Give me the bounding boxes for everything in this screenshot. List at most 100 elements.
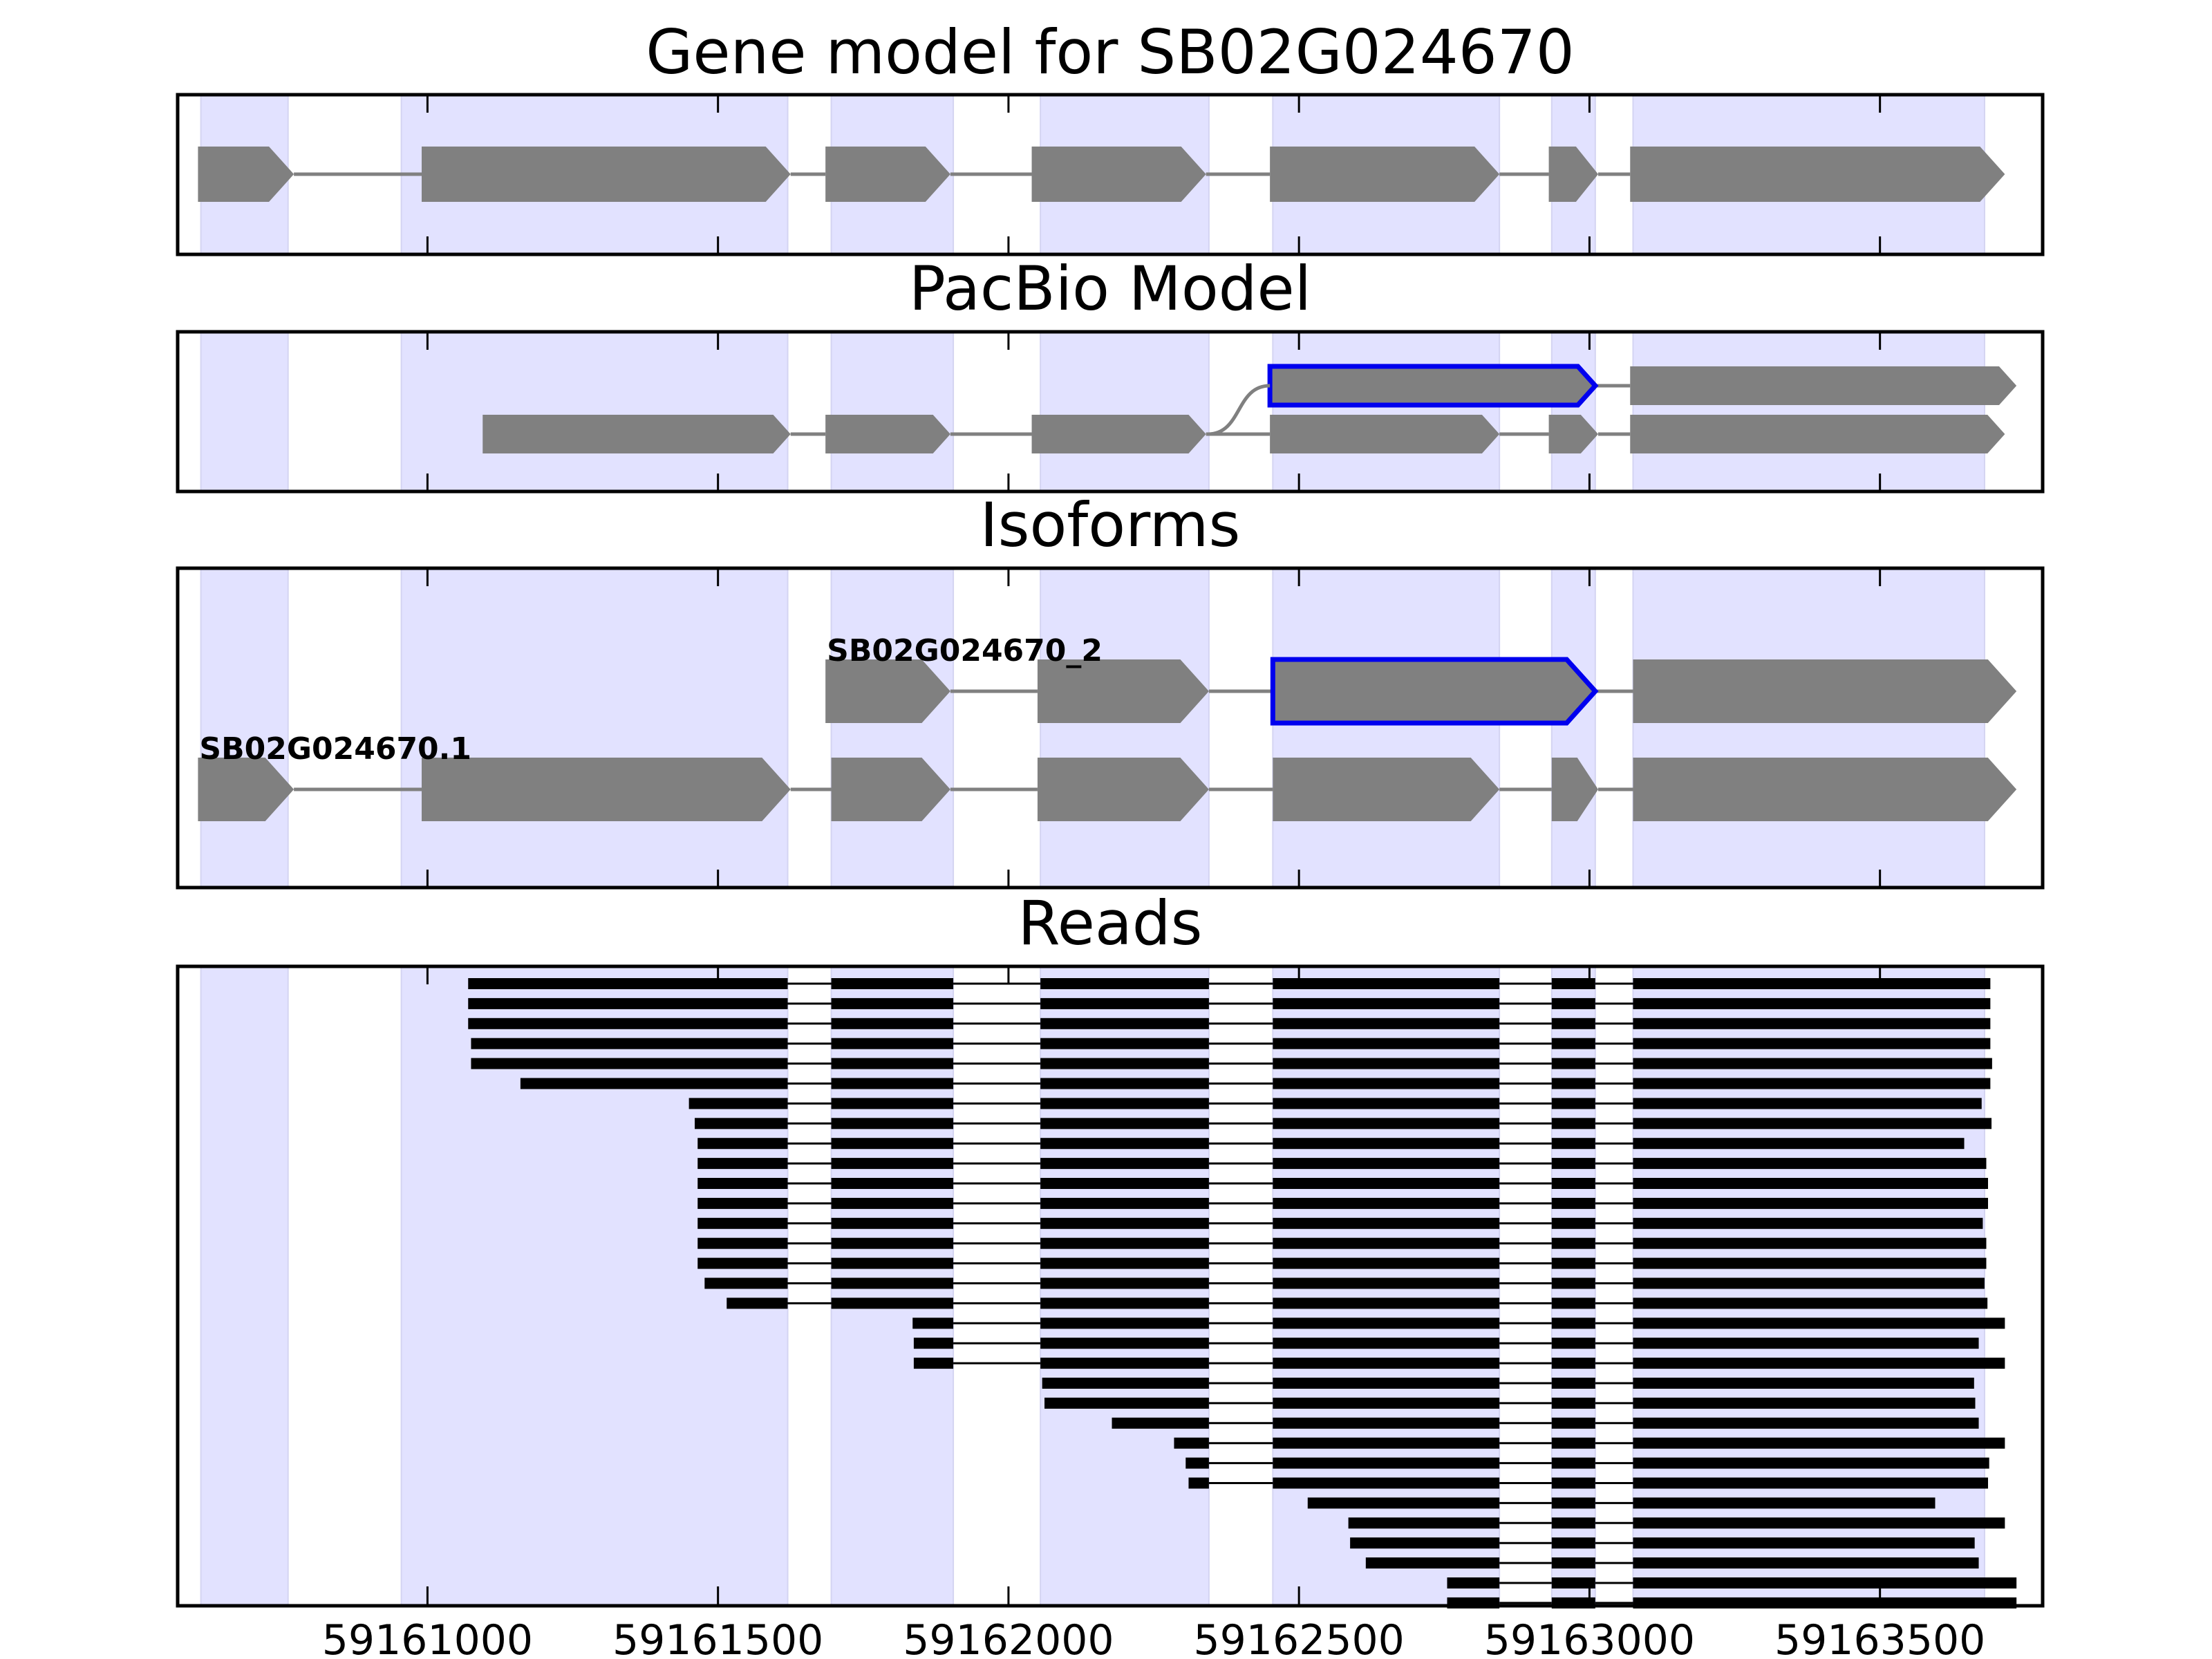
exon-region <box>200 331 289 492</box>
read <box>913 1338 1979 1349</box>
x-tick-label: 59161500 <box>612 1616 823 1659</box>
read-block <box>1273 1318 1500 1329</box>
exon-region <box>830 568 955 888</box>
read <box>697 1158 1987 1170</box>
exon <box>198 147 294 202</box>
read-block <box>1633 1257 1987 1269</box>
read-block <box>1273 1078 1500 1089</box>
read-block <box>1633 1197 1988 1209</box>
read-block <box>1273 1457 1500 1469</box>
read-block <box>1633 1217 1983 1229</box>
read-block <box>1633 1038 1991 1049</box>
read-block <box>831 1078 954 1089</box>
exon <box>422 758 791 821</box>
pacbio-model-panel: PacBio Model <box>176 253 2045 494</box>
read-block <box>1551 1018 1595 1029</box>
read-block <box>1273 1277 1500 1289</box>
read-block <box>1273 997 1500 1009</box>
read-block <box>1551 1557 1595 1569</box>
read-block <box>831 1178 954 1189</box>
read <box>695 1118 1992 1130</box>
highlighted-exon <box>1267 364 1599 408</box>
read-block <box>1188 1477 1209 1489</box>
read-block <box>1040 1018 1209 1029</box>
exon <box>1633 758 2017 821</box>
read-block <box>831 1237 954 1249</box>
read-block <box>697 1237 788 1249</box>
read-block <box>1040 1257 1209 1269</box>
reads-frame <box>176 964 2045 1608</box>
read-block <box>1551 1437 1595 1449</box>
read <box>1447 1577 2017 1588</box>
read-block <box>831 1277 954 1289</box>
read <box>1365 1557 1979 1569</box>
read-block <box>1040 1098 1209 1109</box>
read-block <box>1633 1297 1988 1309</box>
read-block <box>1273 1217 1500 1229</box>
read-block <box>1551 1217 1595 1229</box>
read-block <box>1633 1417 1979 1429</box>
read-block <box>1551 1098 1595 1109</box>
read-block <box>1633 1437 2005 1449</box>
read-block <box>1551 1537 1595 1549</box>
read-block <box>688 1098 788 1109</box>
exon-region <box>1040 568 1210 888</box>
read-block <box>831 1098 954 1109</box>
pacbio-model-title: PacBio Model <box>909 253 1311 324</box>
read-block <box>1040 1058 1209 1069</box>
read-block <box>471 1038 788 1049</box>
read <box>697 1217 1983 1229</box>
pacbio-model-frame <box>176 330 2045 494</box>
read-block <box>1447 1577 1500 1588</box>
read-block <box>1633 1158 1987 1170</box>
read <box>1044 1397 1976 1409</box>
exon-region <box>1632 568 1985 888</box>
exon <box>1630 147 2005 202</box>
read-block <box>913 1338 954 1349</box>
read-block <box>1551 1237 1595 1249</box>
read-block <box>831 1138 954 1150</box>
read-block <box>1551 1378 1595 1389</box>
read-block <box>1040 1197 1209 1209</box>
read-block <box>1273 1437 1500 1449</box>
read-block <box>1633 1318 2005 1329</box>
read-block <box>697 1178 788 1189</box>
read-block <box>1042 1378 1209 1389</box>
x-tick-label: 59162000 <box>903 1616 1114 1659</box>
read-block <box>1273 1237 1500 1249</box>
read-block <box>1040 1178 1209 1189</box>
read <box>468 978 1991 989</box>
isoform-label: SB02G024670.1 <box>199 731 471 767</box>
read-block <box>1551 1338 1595 1349</box>
read-block <box>1040 1138 1209 1150</box>
read <box>1188 1477 1988 1489</box>
read-block <box>1551 1038 1595 1049</box>
read-alignments <box>468 978 2017 1609</box>
read-block <box>1551 1078 1595 1089</box>
read-block <box>1040 1237 1209 1249</box>
read <box>704 1277 1985 1289</box>
read-block <box>1273 1257 1500 1269</box>
read-block <box>1633 1338 1979 1349</box>
read-block <box>1040 1078 1209 1089</box>
read-block <box>1040 1358 1209 1369</box>
read-block <box>1273 1338 1500 1349</box>
read-block <box>1633 1118 1992 1130</box>
exon <box>825 659 950 723</box>
read-block <box>1040 1217 1209 1229</box>
read-block <box>831 1197 954 1209</box>
exon <box>1270 415 1500 453</box>
read-block <box>1633 1178 1988 1189</box>
exon <box>1037 758 1209 821</box>
read-block <box>1112 1417 1209 1429</box>
exon-region-shading <box>200 331 1985 492</box>
exon-region <box>1550 331 1596 492</box>
read <box>727 1297 1988 1309</box>
read-block <box>1273 1358 1500 1369</box>
read <box>1348 1517 2005 1529</box>
isoforms-frame <box>176 566 2045 890</box>
read-block <box>1551 1158 1595 1170</box>
read-block <box>1273 1477 1500 1489</box>
read-block <box>1040 1338 1209 1349</box>
read <box>471 1038 1991 1049</box>
